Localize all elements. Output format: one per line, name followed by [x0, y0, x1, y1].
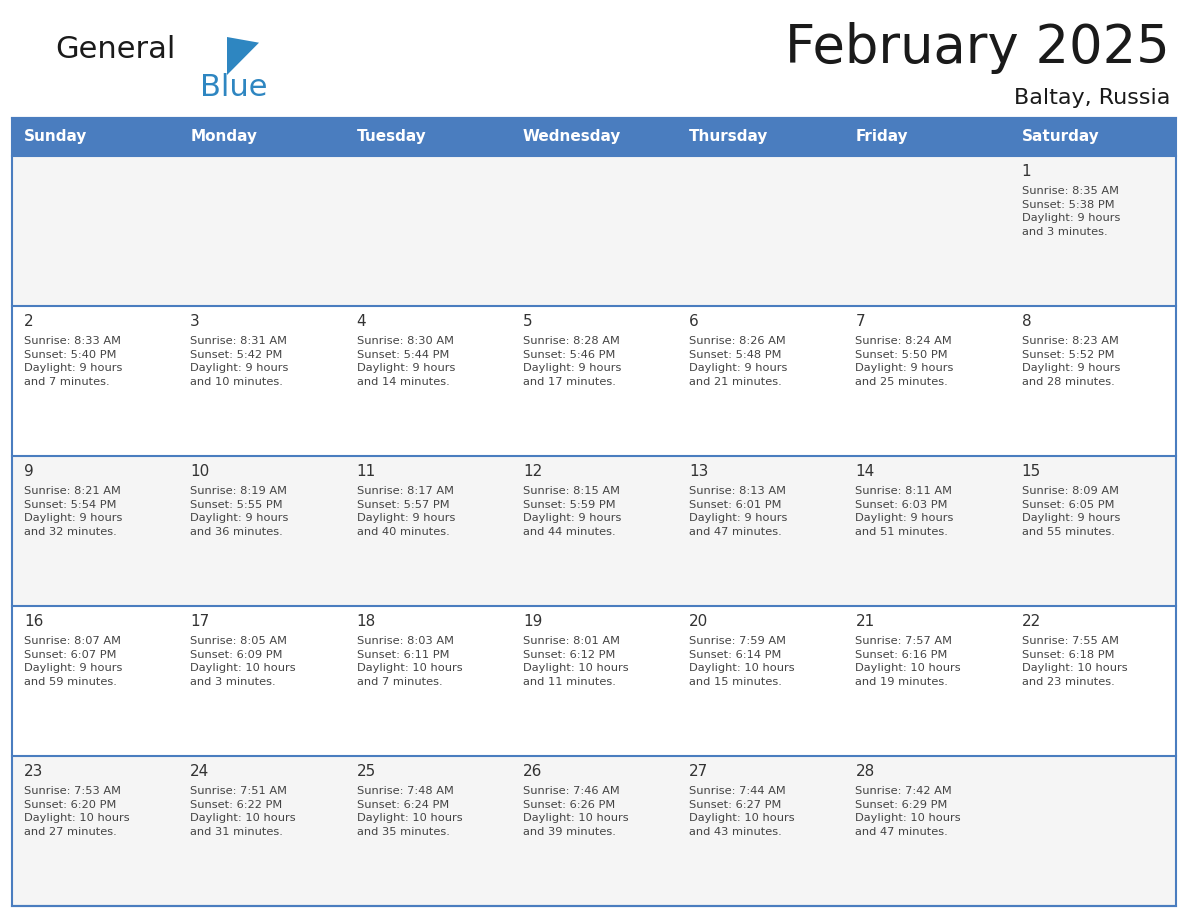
Text: 6: 6	[689, 314, 699, 329]
Text: Baltay, Russia: Baltay, Russia	[1013, 88, 1170, 108]
Text: 11: 11	[356, 464, 375, 479]
Bar	[511, 118, 677, 156]
Text: General: General	[55, 35, 176, 64]
Text: Sunrise: 8:17 AM
Sunset: 5:57 PM
Daylight: 9 hours
and 40 minutes.: Sunrise: 8:17 AM Sunset: 5:57 PM Dayligh…	[356, 486, 455, 537]
Text: 22: 22	[1022, 614, 1041, 629]
Text: 7: 7	[855, 314, 865, 329]
Text: Monday: Monday	[190, 129, 258, 144]
Text: 5: 5	[523, 314, 532, 329]
Text: 18: 18	[356, 614, 375, 629]
Text: 21: 21	[855, 614, 874, 629]
Text: February 2025: February 2025	[785, 22, 1170, 74]
Text: 3: 3	[190, 314, 200, 329]
Text: Sunrise: 8:35 AM
Sunset: 5:38 PM
Daylight: 9 hours
and 3 minutes.: Sunrise: 8:35 AM Sunset: 5:38 PM Dayligh…	[1022, 186, 1120, 237]
Text: Sunrise: 8:24 AM
Sunset: 5:50 PM
Daylight: 9 hours
and 25 minutes.: Sunrise: 8:24 AM Sunset: 5:50 PM Dayligh…	[855, 336, 954, 386]
Bar	[1010, 118, 1176, 156]
Text: Sunrise: 8:03 AM
Sunset: 6:11 PM
Daylight: 10 hours
and 7 minutes.: Sunrise: 8:03 AM Sunset: 6:11 PM Dayligh…	[356, 636, 462, 687]
Text: Sunrise: 8:09 AM
Sunset: 6:05 PM
Daylight: 9 hours
and 55 minutes.: Sunrise: 8:09 AM Sunset: 6:05 PM Dayligh…	[1022, 486, 1120, 537]
Bar	[345, 118, 511, 156]
Text: 17: 17	[190, 614, 209, 629]
Text: 8: 8	[1022, 314, 1031, 329]
Text: Sunrise: 8:28 AM
Sunset: 5:46 PM
Daylight: 9 hours
and 17 minutes.: Sunrise: 8:28 AM Sunset: 5:46 PM Dayligh…	[523, 336, 621, 386]
Text: 16: 16	[24, 614, 44, 629]
Text: 9: 9	[24, 464, 33, 479]
Text: Saturday: Saturday	[1022, 129, 1099, 144]
Bar	[677, 118, 843, 156]
Text: Sunrise: 7:42 AM
Sunset: 6:29 PM
Daylight: 10 hours
and 47 minutes.: Sunrise: 7:42 AM Sunset: 6:29 PM Dayligh…	[855, 786, 961, 837]
Text: 26: 26	[523, 764, 542, 779]
Bar	[12, 118, 178, 156]
Polygon shape	[227, 37, 259, 75]
Text: 25: 25	[356, 764, 375, 779]
Bar	[12, 156, 1176, 306]
Text: 27: 27	[689, 764, 708, 779]
Text: Blue: Blue	[200, 73, 267, 102]
Text: Sunrise: 7:57 AM
Sunset: 6:16 PM
Daylight: 10 hours
and 19 minutes.: Sunrise: 7:57 AM Sunset: 6:16 PM Dayligh…	[855, 636, 961, 687]
Bar	[12, 756, 1176, 906]
Text: 4: 4	[356, 314, 366, 329]
Text: Sunrise: 8:19 AM
Sunset: 5:55 PM
Daylight: 9 hours
and 36 minutes.: Sunrise: 8:19 AM Sunset: 5:55 PM Dayligh…	[190, 486, 289, 537]
Text: 23: 23	[24, 764, 44, 779]
Text: Sunrise: 7:51 AM
Sunset: 6:22 PM
Daylight: 10 hours
and 31 minutes.: Sunrise: 7:51 AM Sunset: 6:22 PM Dayligh…	[190, 786, 296, 837]
Text: Sunrise: 8:31 AM
Sunset: 5:42 PM
Daylight: 9 hours
and 10 minutes.: Sunrise: 8:31 AM Sunset: 5:42 PM Dayligh…	[190, 336, 289, 386]
Text: Sunrise: 7:53 AM
Sunset: 6:20 PM
Daylight: 10 hours
and 27 minutes.: Sunrise: 7:53 AM Sunset: 6:20 PM Dayligh…	[24, 786, 129, 837]
Text: Friday: Friday	[855, 129, 908, 144]
Text: Sunrise: 8:01 AM
Sunset: 6:12 PM
Daylight: 10 hours
and 11 minutes.: Sunrise: 8:01 AM Sunset: 6:12 PM Dayligh…	[523, 636, 628, 687]
Text: Sunrise: 8:33 AM
Sunset: 5:40 PM
Daylight: 9 hours
and 7 minutes.: Sunrise: 8:33 AM Sunset: 5:40 PM Dayligh…	[24, 336, 122, 386]
Text: 24: 24	[190, 764, 209, 779]
Text: Sunrise: 8:11 AM
Sunset: 6:03 PM
Daylight: 9 hours
and 51 minutes.: Sunrise: 8:11 AM Sunset: 6:03 PM Dayligh…	[855, 486, 954, 537]
Text: Tuesday: Tuesday	[356, 129, 426, 144]
Text: Sunrise: 8:15 AM
Sunset: 5:59 PM
Daylight: 9 hours
and 44 minutes.: Sunrise: 8:15 AM Sunset: 5:59 PM Dayligh…	[523, 486, 621, 537]
Bar	[12, 306, 1176, 456]
Text: Sunrise: 7:48 AM
Sunset: 6:24 PM
Daylight: 10 hours
and 35 minutes.: Sunrise: 7:48 AM Sunset: 6:24 PM Dayligh…	[356, 786, 462, 837]
Text: 10: 10	[190, 464, 209, 479]
Text: Sunrise: 8:30 AM
Sunset: 5:44 PM
Daylight: 9 hours
and 14 minutes.: Sunrise: 8:30 AM Sunset: 5:44 PM Dayligh…	[356, 336, 455, 386]
Bar	[12, 118, 1176, 906]
Text: 2: 2	[24, 314, 33, 329]
Text: 20: 20	[689, 614, 708, 629]
Text: Sunrise: 8:26 AM
Sunset: 5:48 PM
Daylight: 9 hours
and 21 minutes.: Sunrise: 8:26 AM Sunset: 5:48 PM Dayligh…	[689, 336, 788, 386]
Text: Wednesday: Wednesday	[523, 129, 621, 144]
Text: Sunrise: 8:23 AM
Sunset: 5:52 PM
Daylight: 9 hours
and 28 minutes.: Sunrise: 8:23 AM Sunset: 5:52 PM Dayligh…	[1022, 336, 1120, 386]
Text: Sunrise: 7:44 AM
Sunset: 6:27 PM
Daylight: 10 hours
and 43 minutes.: Sunrise: 7:44 AM Sunset: 6:27 PM Dayligh…	[689, 786, 795, 837]
Text: 12: 12	[523, 464, 542, 479]
Text: Sunrise: 8:13 AM
Sunset: 6:01 PM
Daylight: 9 hours
and 47 minutes.: Sunrise: 8:13 AM Sunset: 6:01 PM Dayligh…	[689, 486, 788, 537]
Text: Sunrise: 8:07 AM
Sunset: 6:07 PM
Daylight: 9 hours
and 59 minutes.: Sunrise: 8:07 AM Sunset: 6:07 PM Dayligh…	[24, 636, 122, 687]
Text: Sunrise: 7:55 AM
Sunset: 6:18 PM
Daylight: 10 hours
and 23 minutes.: Sunrise: 7:55 AM Sunset: 6:18 PM Dayligh…	[1022, 636, 1127, 687]
Bar	[178, 118, 345, 156]
Text: Sunrise: 8:05 AM
Sunset: 6:09 PM
Daylight: 10 hours
and 3 minutes.: Sunrise: 8:05 AM Sunset: 6:09 PM Dayligh…	[190, 636, 296, 687]
Text: 13: 13	[689, 464, 708, 479]
Text: 28: 28	[855, 764, 874, 779]
Text: Sunday: Sunday	[24, 129, 88, 144]
Text: Sunrise: 7:59 AM
Sunset: 6:14 PM
Daylight: 10 hours
and 15 minutes.: Sunrise: 7:59 AM Sunset: 6:14 PM Dayligh…	[689, 636, 795, 687]
Text: 19: 19	[523, 614, 542, 629]
Bar	[843, 118, 1010, 156]
Text: Sunrise: 7:46 AM
Sunset: 6:26 PM
Daylight: 10 hours
and 39 minutes.: Sunrise: 7:46 AM Sunset: 6:26 PM Dayligh…	[523, 786, 628, 837]
Text: Sunrise: 8:21 AM
Sunset: 5:54 PM
Daylight: 9 hours
and 32 minutes.: Sunrise: 8:21 AM Sunset: 5:54 PM Dayligh…	[24, 486, 122, 537]
Bar	[12, 456, 1176, 606]
Text: 15: 15	[1022, 464, 1041, 479]
Text: 14: 14	[855, 464, 874, 479]
Bar	[12, 606, 1176, 756]
Text: 1: 1	[1022, 164, 1031, 179]
Text: Thursday: Thursday	[689, 129, 769, 144]
